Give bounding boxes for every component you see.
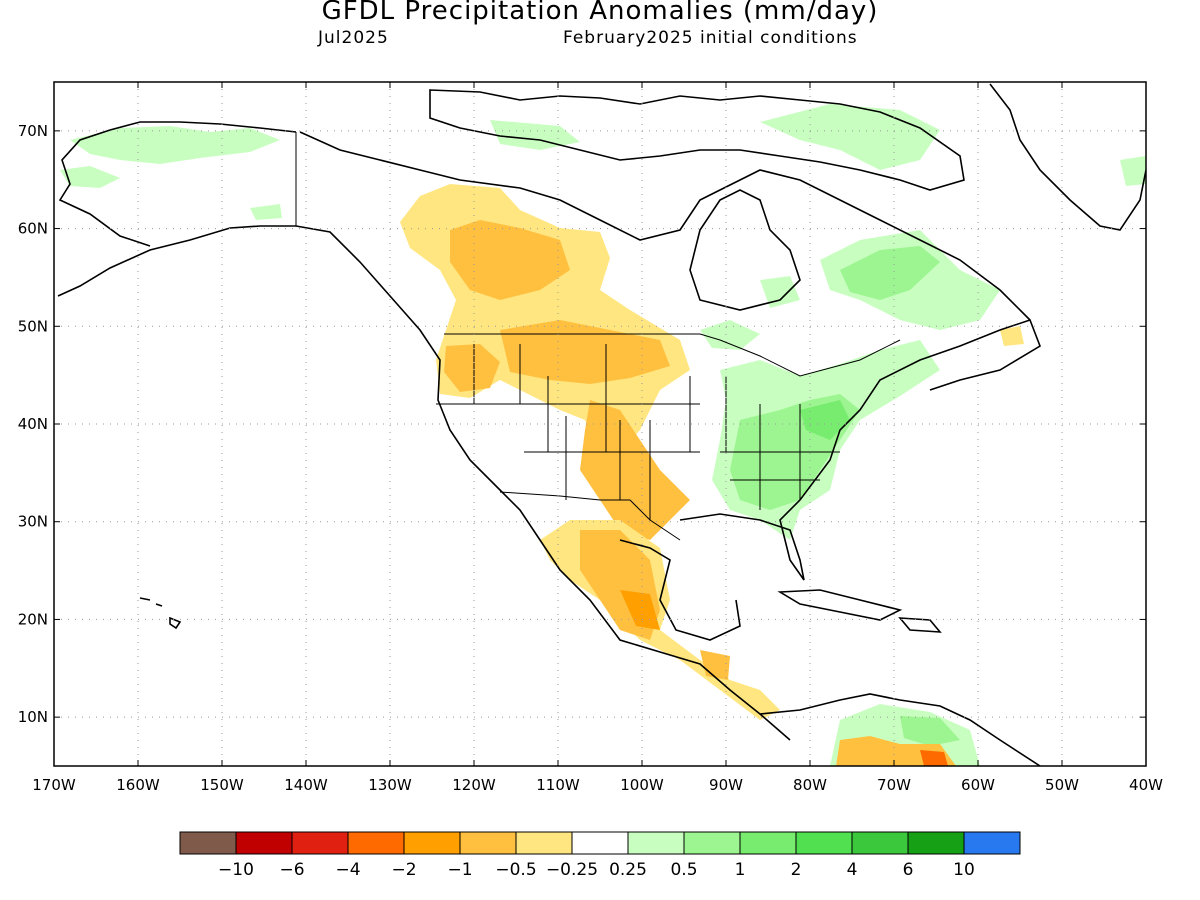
colorbar-swatch [963,831,1021,855]
dry-region-newfoundland [1000,326,1024,346]
border-us-canada [444,333,901,377]
colorbar-label: 1 [735,860,746,880]
latitude-axis: 70N 60N 50N 40N 30N 20N 10N [18,122,1146,726]
lat-tick-label: 20N [18,610,48,628]
colorbar: −10 −6 −4 −2 −1 −0.5 −0.25 0.25 0.5 1 2 4 6 10 [179,831,1021,880]
longitude-axis: 170W 160W 150W 140W 130W 120W 110W 100W 90W 80W 70… [32,82,1163,794]
wet-region-yukon [250,204,282,220]
lon-tick-label: 70W [877,776,911,794]
lon-tick-label: 110W [536,776,580,794]
dry-region-mexico-strong [620,590,660,630]
dry-region-northwest [444,344,500,392]
colorbar-label: 0.5 [670,860,697,880]
lon-tick-label: 50W [1045,776,1079,794]
coastline-arctic-islands [429,89,965,191]
coastline-north-america-west [295,225,791,741]
borders [295,132,901,541]
dry-region-rockies [450,220,570,300]
map-title: GFDL Precipitation Anomalies (mm/day) [321,0,879,26]
lon-tick-label: 120W [452,776,496,794]
colorbar-swatch [683,831,741,855]
colorbar-swatch [291,831,349,855]
colorbar-label: 4 [847,860,858,880]
colorbar-swatch [459,831,517,855]
wet-region-ontario [700,320,760,350]
colorbar-swatch [739,831,797,855]
lon-tick-label: 40W [1129,776,1163,794]
lat-tick-label: 60N [18,220,48,238]
colorbar-swatch [347,831,405,855]
wet-region-hudson-bay [760,276,800,308]
lat-tick-label: 30N [18,513,48,531]
lon-tick-label: 130W [368,776,412,794]
coastline-greenland [989,83,1146,231]
colorbar-label: −10 [218,860,254,880]
border-us-mexico [499,491,681,541]
colorbar-label: 10 [953,860,975,880]
wet-region-quebec-core [840,246,940,300]
coastlines [57,83,1146,766]
lon-tick-label: 140W [284,776,328,794]
lon-tick-label: 160W [116,776,160,794]
border-us-states [436,344,840,520]
dry-region-mexico [540,520,780,720]
colorbar-label: −6 [279,860,304,880]
colorbar-label: −0.5 [495,860,536,880]
lon-tick-label: 80W [793,776,827,794]
dry-region-southern-plains [580,400,690,540]
dry-region-venezuela-strong [920,750,948,766]
lon-tick-label: 170W [32,776,76,794]
colorbar-label: −1 [447,860,472,880]
colorbar-swatch [907,831,965,855]
coastline-alaska [57,121,297,297]
coastline-caribbean [777,589,942,633]
colorbar-label: −4 [335,860,360,880]
wet-region-mid-atlantic [800,400,850,440]
colorbar-swatch [403,831,461,855]
anomaly-field [60,104,1146,766]
colorbar-label: 2 [791,860,802,880]
wet-region-alaska-south [60,166,120,188]
dry-region-central-america [700,650,730,680]
coastline-south-america [759,693,1041,766]
lat-tick-label: 10N [18,708,48,726]
colorbar-swatch [571,831,629,855]
valid-month: Jul2025 [318,28,389,48]
coastline-hawaii [139,597,182,630]
wet-region-arctic [490,120,580,150]
gridlines [53,82,1147,766]
lon-tick-label: 90W [709,776,743,794]
lon-tick-label: 60W [961,776,995,794]
coastline-gulf [619,318,1041,641]
wet-region-greenland [1120,156,1146,186]
colorbar-swatch [795,831,853,855]
wet-region-arctic-east [760,104,940,170]
colorbar-swatch [627,831,685,855]
colorbar-label: 6 [903,860,914,880]
lon-tick-label: 150W [200,776,244,794]
colorbar-swatch [851,831,909,855]
colorbar-swatch [235,831,293,855]
lon-tick-label: 100W [620,776,664,794]
dry-region-dakotas [500,320,670,384]
wet-region-alaska [70,126,280,164]
initial-conditions: February2025 initial conditions [563,28,858,48]
colorbar-swatch [179,831,237,855]
colorbar-label: −0.25 [546,860,598,880]
lat-tick-label: 40N [18,415,48,433]
wet-region-south-america-core [900,716,960,746]
colorbar-swatch [515,831,573,855]
coastline-canada-north [299,131,1031,321]
colorbar-label: −2 [391,860,416,880]
coastline-hudson-bay [689,189,801,311]
lat-tick-label: 50N [18,317,48,335]
lat-tick-label: 70N [18,122,48,140]
colorbar-label: 0.25 [609,860,647,880]
